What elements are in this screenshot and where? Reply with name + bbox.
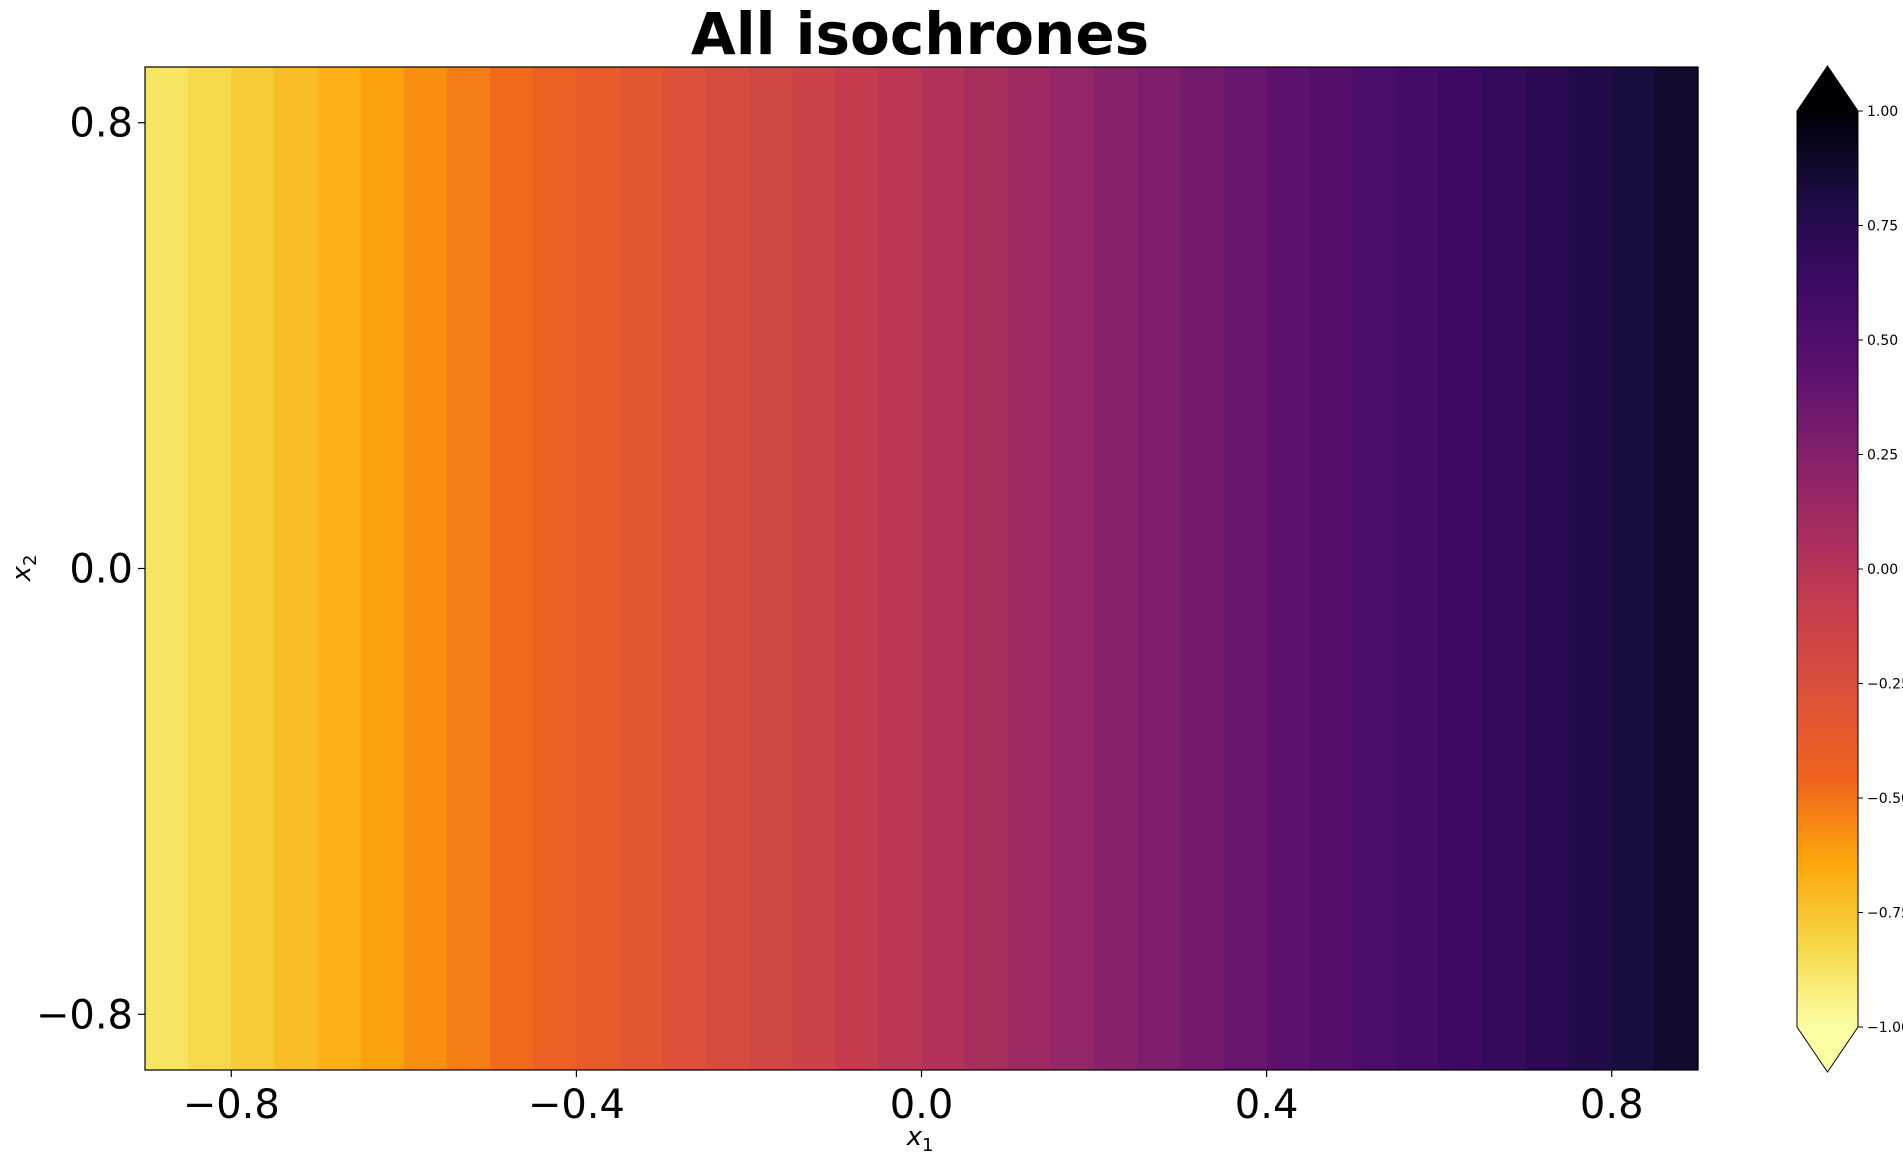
heatmap-cell xyxy=(576,67,621,1070)
heatmap-cell xyxy=(403,67,448,1070)
heatmap-cell xyxy=(533,67,577,1070)
x-tick-label: −0.4 xyxy=(528,1082,625,1128)
heatmap-cell xyxy=(1137,67,1181,1070)
heatmap-cell xyxy=(317,67,362,1070)
heatmap-cell xyxy=(231,67,276,1070)
heatmap-cell xyxy=(921,67,966,1070)
y-tick-label: −0.8 xyxy=(36,992,133,1038)
colorbar-extend-max xyxy=(1797,66,1858,111)
heatmap-cell xyxy=(145,67,189,1070)
x-axis-label-subscript: 1 xyxy=(922,1135,933,1155)
heatmap-cell xyxy=(1396,67,1440,1070)
heatmap-cell xyxy=(964,67,1009,1070)
colorbar-tick-label: 0.00 xyxy=(1867,562,1898,578)
heatmap-cell xyxy=(274,67,319,1070)
heatmap-cell xyxy=(188,67,232,1070)
heatmap-cell xyxy=(1309,67,1354,1070)
x-axis: −0.8 −0.4 0.0 0.4 0.8 xyxy=(183,1070,1644,1128)
heatmap-cell xyxy=(619,67,664,1070)
heatmap-cell xyxy=(360,67,405,1070)
colorbar-gradient xyxy=(1797,111,1858,1027)
colorbar-tick-label: −0.50 xyxy=(1867,791,1903,807)
heatmap-cell xyxy=(1525,67,1570,1070)
colorbar-tick-label: −0.25 xyxy=(1867,677,1903,693)
colorbar-tick-label: 0.25 xyxy=(1867,448,1898,464)
heatmap-cell xyxy=(1352,67,1397,1070)
heatmap-cell xyxy=(1439,67,1483,1070)
heatmap-cell xyxy=(748,67,793,1070)
heatmap-cell xyxy=(1611,67,1656,1070)
y-axis-label-subscript: 2 xyxy=(20,555,41,566)
x-axis-label: x1 xyxy=(906,1122,934,1155)
x-tick-label: −0.8 xyxy=(183,1082,280,1128)
heatmap-cell xyxy=(705,67,750,1070)
plot-area xyxy=(145,67,1699,1070)
colorbar-tick-label: −0.75 xyxy=(1867,906,1903,922)
colorbar-tick-label: 1.00 xyxy=(1867,104,1898,120)
heatmap-cell xyxy=(662,67,707,1070)
heatmap-cell xyxy=(1094,67,1138,1070)
heatmap-cell xyxy=(1050,67,1095,1070)
colorbar-tick-label: 0.50 xyxy=(1867,333,1898,349)
heatmap-cell xyxy=(1223,67,1268,1070)
heatmap-cell xyxy=(1007,67,1052,1070)
chart-title: All isochrones xyxy=(691,0,1149,68)
heatmap-cell xyxy=(878,67,923,1070)
colorbar-tick-label: −1.00 xyxy=(1867,1020,1903,1036)
heatmap-cell xyxy=(792,67,836,1070)
colorbar-tick-label: 0.75 xyxy=(1867,219,1898,235)
heatmap-cell xyxy=(446,67,491,1070)
heatmap-cell xyxy=(1568,67,1613,1070)
y-tick-label: 0.0 xyxy=(69,547,133,593)
heatmap-cell xyxy=(490,67,534,1070)
x-tick-label: 0.0 xyxy=(890,1082,954,1128)
heatmap-cell xyxy=(1266,67,1311,1070)
colorbar-extend-min xyxy=(1797,1027,1858,1072)
colorbar: −1.00 −0.75 −0.50 −0.25 0.00 0.25 0.50 0.75 1.00 xyxy=(1796,65,1903,1073)
heatmap-cell xyxy=(835,67,879,1070)
y-axis-label: x2 xyxy=(7,555,41,583)
heatmap-cell xyxy=(1180,67,1225,1070)
y-tick-label: 0.8 xyxy=(69,101,133,147)
x-tick-label: 0.8 xyxy=(1580,1082,1644,1128)
heatmap-cell xyxy=(1482,67,1527,1070)
y-axis: −0.8 0.0 0.8 xyxy=(36,101,145,1038)
heatmap-cell xyxy=(1654,67,1699,1070)
x-tick-label: 0.4 xyxy=(1235,1082,1299,1128)
